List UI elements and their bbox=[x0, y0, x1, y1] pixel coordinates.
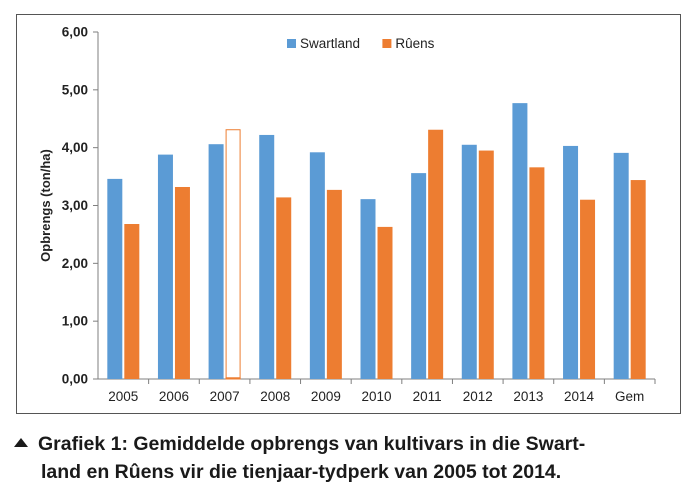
x-tick-label: 2009 bbox=[311, 389, 341, 404]
bar-rens-2013 bbox=[529, 167, 545, 379]
bar-swartland-2009 bbox=[309, 152, 325, 379]
bar-swartland-2006 bbox=[157, 154, 173, 379]
bar-rens-2012 bbox=[478, 150, 494, 379]
x-tick-label: 2005 bbox=[108, 389, 138, 404]
bar-swartland-2007 bbox=[208, 144, 224, 379]
bar-swartland-2014 bbox=[563, 145, 579, 379]
y-tick-label: 0,00 bbox=[62, 372, 88, 387]
bar-rens-2008 bbox=[276, 197, 292, 379]
figure-caption: Grafiek 1: Gemiddelde opbrengs van kulti… bbox=[14, 430, 694, 486]
legend-swatch bbox=[287, 39, 296, 48]
bar-rens-2009 bbox=[326, 189, 342, 379]
legend-label: Rûens bbox=[395, 36, 434, 51]
triangle-up-icon bbox=[14, 438, 28, 447]
bar-swartland-2005 bbox=[107, 178, 123, 379]
x-tick-label: 2006 bbox=[159, 389, 189, 404]
x-tick-label: 2014 bbox=[564, 389, 595, 404]
bar-rens-Gem bbox=[630, 180, 646, 379]
bar-swartland-2012 bbox=[461, 144, 477, 379]
bar-rens-2007 bbox=[225, 377, 241, 379]
bar-swartland-Gem bbox=[613, 152, 629, 379]
y-tick-label: 4,00 bbox=[62, 140, 88, 155]
y-tick-label: 5,00 bbox=[62, 82, 88, 97]
x-tick-label: 2011 bbox=[413, 389, 442, 404]
bar-swartland-2013 bbox=[512, 103, 528, 379]
bar-outline-rens-2007 bbox=[225, 129, 241, 380]
y-tick-label: 2,00 bbox=[62, 256, 88, 271]
bar-rens-2010 bbox=[377, 226, 393, 379]
y-tick-label: 1,00 bbox=[62, 314, 88, 329]
y-axis-title: Opbrengs (ton/ha) bbox=[38, 149, 53, 262]
x-tick-label: 2007 bbox=[210, 389, 240, 404]
legend-label: Swartland bbox=[300, 36, 360, 51]
y-tick-label: 3,00 bbox=[62, 198, 88, 213]
bar-rens-2011 bbox=[428, 129, 444, 379]
bar-rens-2006 bbox=[174, 186, 190, 379]
bar-swartland-2011 bbox=[411, 173, 427, 379]
legend-swatch bbox=[382, 39, 392, 48]
x-tick-label: 2010 bbox=[361, 389, 391, 404]
bar-rens-2014 bbox=[580, 199, 596, 379]
x-tick-label: 2008 bbox=[260, 389, 290, 404]
caption-line-2: land en Rûens vir die tienjaar-tydperk v… bbox=[41, 461, 562, 483]
x-tick-label: 2013 bbox=[513, 389, 543, 404]
x-tick-label: Gem bbox=[615, 389, 644, 404]
bar-swartland-2010 bbox=[360, 199, 376, 379]
x-tick-label: 2012 bbox=[463, 389, 493, 404]
bar-chart: 0,00 1,00 2,00 3,00 4,00 5,00 6,00 Opbrengs (to… bbox=[38, 25, 656, 404]
bar-swartland-2008 bbox=[259, 134, 275, 379]
y-tick-label: 6,00 bbox=[62, 25, 88, 40]
bar-rens-2005 bbox=[124, 224, 140, 379]
caption-line-1: Grafiek 1: Gemiddelde opbrengs van kulti… bbox=[38, 433, 586, 455]
